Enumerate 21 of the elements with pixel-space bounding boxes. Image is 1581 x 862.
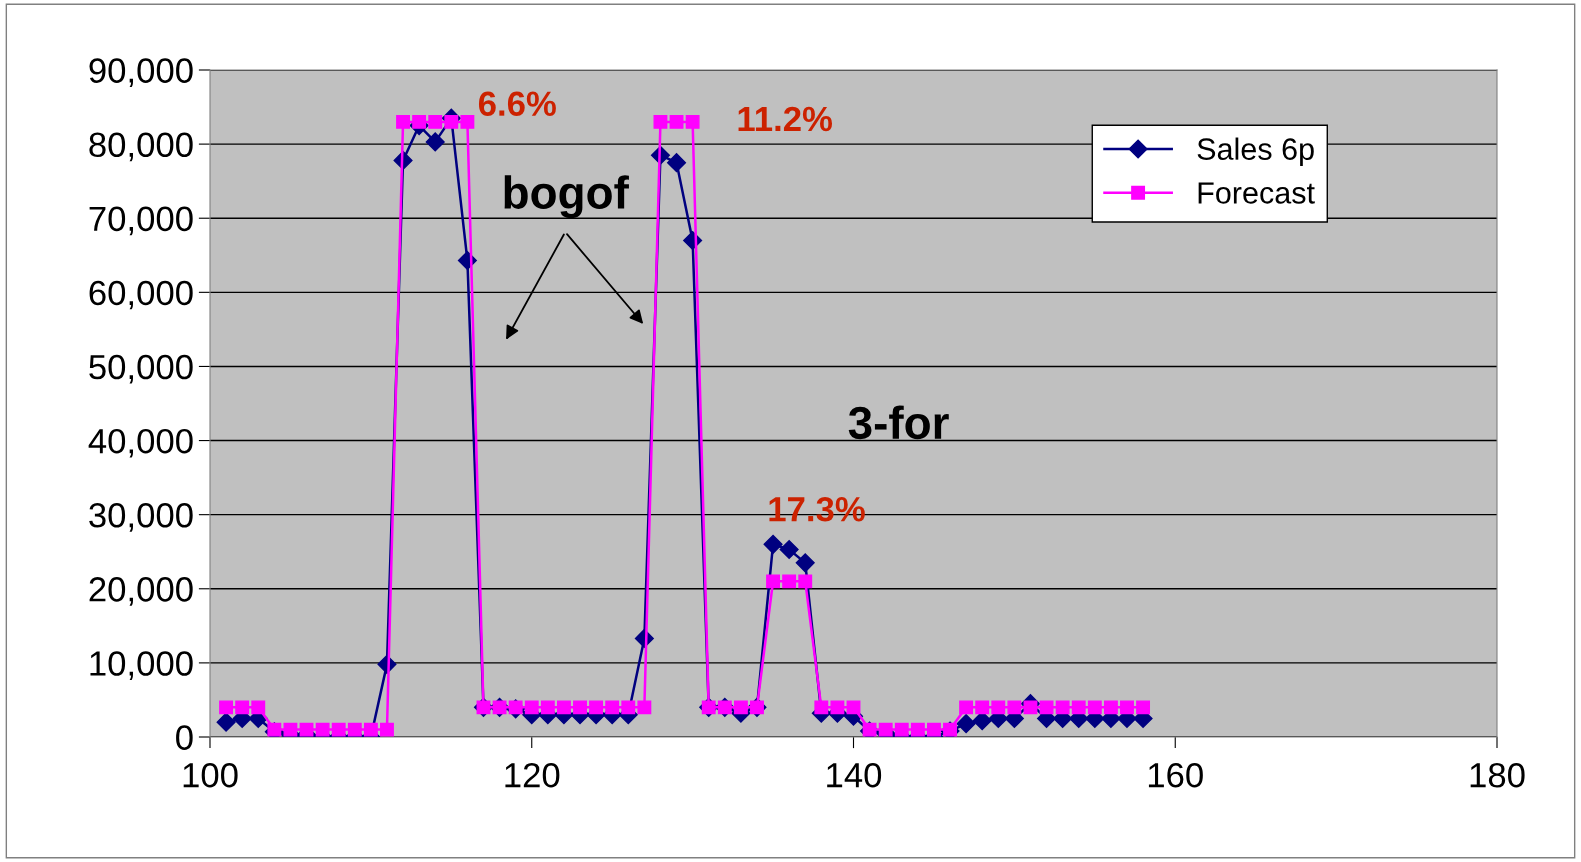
- y-tick-label: 40,000: [88, 428, 193, 458]
- y-tick-label: 70,000: [89, 206, 193, 236]
- legend-label: Sales 6p: [1197, 137, 1314, 166]
- y-tick-label: 20,000: [89, 577, 193, 606]
- x-tick-label: 140: [827, 762, 882, 788]
- annotation: 11.2%: [738, 106, 833, 132]
- y-tick-label: 50,000: [89, 354, 193, 384]
- legend-label: Forecast: [1198, 182, 1315, 204]
- y-tick-label: 10,000: [90, 651, 193, 680]
- x-tick-label: 100: [183, 762, 238, 788]
- y-tick-label: 90,000: [89, 58, 193, 88]
- x-tick-label: 180: [1470, 762, 1525, 788]
- x-tick-label: 120: [505, 762, 560, 788]
- y-tick-label: 80,000: [89, 132, 193, 162]
- x-tick-label: 160: [1148, 762, 1203, 788]
- y-tick-label: 60,000: [89, 280, 193, 310]
- annotation: bogof: [504, 175, 629, 219]
- annotation: 3-for: [848, 405, 949, 440]
- y-tick-label: 30,000: [89, 503, 193, 532]
- y-tick-label: 0: [176, 725, 193, 750]
- annotation: 6.6%: [478, 91, 556, 117]
